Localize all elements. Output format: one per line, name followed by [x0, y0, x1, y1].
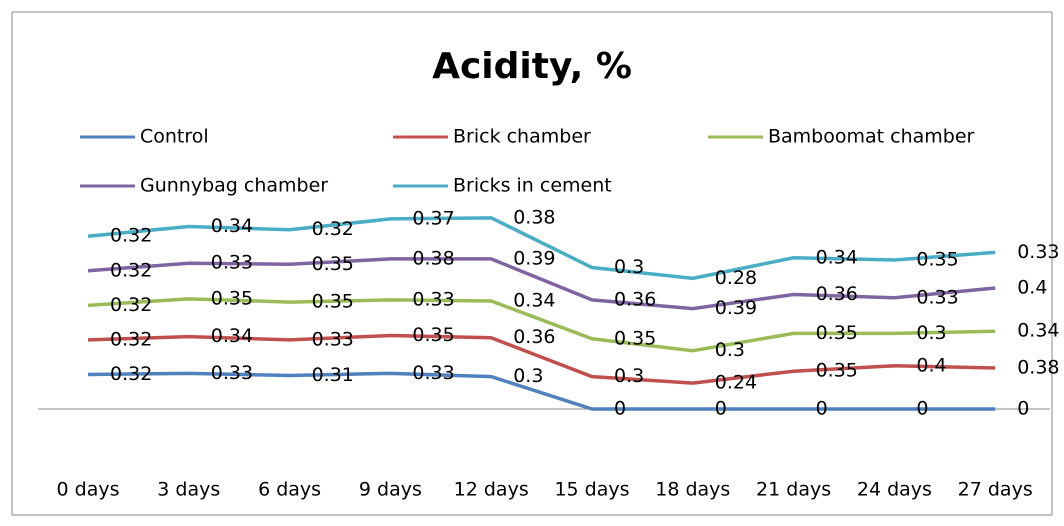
data-label: 0.35: [614, 327, 656, 349]
data-label: 0.35: [916, 248, 958, 270]
data-label: 0.33: [916, 286, 958, 308]
data-label: 0.35: [312, 291, 354, 313]
data-label: 0.3: [614, 256, 644, 278]
data-label: 0.36: [816, 283, 858, 305]
data-label: 0.32: [110, 363, 152, 385]
data-label: 0.32: [110, 259, 152, 281]
data-label: 0.3: [715, 339, 745, 361]
data-label: 0.34: [513, 290, 555, 312]
data-label: 0: [614, 398, 626, 420]
data-label: 0.33: [412, 288, 454, 310]
legend-label: Brick chamber: [453, 126, 591, 148]
data-label: 0.34: [1017, 320, 1059, 342]
data-label: 0: [816, 398, 828, 420]
data-label: 0.3: [614, 365, 644, 387]
data-label: 0.32: [110, 225, 152, 247]
data-label: 0.31: [312, 364, 354, 386]
data-label: 0.3: [916, 322, 946, 344]
series-line: [87, 297, 996, 353]
legend-label: Gunnybag chamber: [140, 175, 328, 197]
x-tick-label: 24 days: [857, 479, 932, 501]
data-label: 0.36: [513, 326, 555, 348]
data-label: 0.35: [816, 322, 858, 344]
data-label: 0.35: [412, 324, 454, 346]
data-label: 0.32: [110, 328, 152, 350]
legend-label: Bamboomat chamber: [768, 126, 975, 148]
data-label: 0: [916, 398, 928, 420]
series-line: [87, 333, 996, 385]
data-label: 0: [1017, 398, 1029, 420]
legend-label: Control: [140, 126, 209, 148]
data-label: 0.28: [715, 267, 757, 289]
data-label: 0.32: [312, 218, 354, 240]
data-label: 0.4: [1017, 277, 1047, 299]
data-label: 0.36: [614, 288, 656, 310]
data-label: 0.34: [211, 215, 253, 237]
series-line: [87, 371, 996, 411]
data-label: 0.35: [816, 360, 858, 382]
data-label: 0.39: [513, 247, 555, 269]
data-label: 0.37: [412, 207, 454, 229]
data-label: 0.34: [211, 325, 253, 347]
x-tick-label: 21 days: [756, 479, 831, 501]
series-line: [87, 257, 996, 311]
data-label: 0.38: [1017, 356, 1059, 378]
data-label: 0.39: [715, 297, 757, 319]
data-label: 0.33: [211, 362, 253, 384]
data-label: 0.34: [816, 246, 858, 268]
data-label: 0.38: [412, 247, 454, 269]
x-tick-label: 27 days: [958, 479, 1033, 501]
x-tick-label: 15 days: [554, 479, 629, 501]
data-label: 0.33: [312, 328, 354, 350]
data-label: 0.4: [916, 354, 946, 376]
data-label: 0.33: [1017, 241, 1059, 263]
x-tick-label: 0 days: [57, 479, 120, 501]
data-label: 0.24: [715, 372, 757, 394]
data-label: 0.35: [211, 287, 253, 309]
data-label: 0.3: [513, 365, 543, 387]
legend-label: Bricks in cement: [453, 175, 612, 197]
chart-title: Acidity, %: [432, 46, 632, 87]
data-label: 0.35: [312, 253, 354, 275]
data-label: 0.32: [110, 294, 152, 316]
data-label: 0: [715, 398, 727, 420]
x-tick-label: 18 days: [655, 479, 730, 501]
x-tick-label: 12 days: [454, 479, 529, 501]
series-line: [87, 216, 996, 281]
data-label: 0.33: [412, 362, 454, 384]
x-tick-label: 3 days: [157, 479, 220, 501]
data-label: 0.38: [513, 206, 555, 228]
x-tick-label: 6 days: [258, 479, 321, 501]
data-label: 0.33: [211, 252, 253, 274]
x-tick-label: 9 days: [359, 479, 422, 501]
